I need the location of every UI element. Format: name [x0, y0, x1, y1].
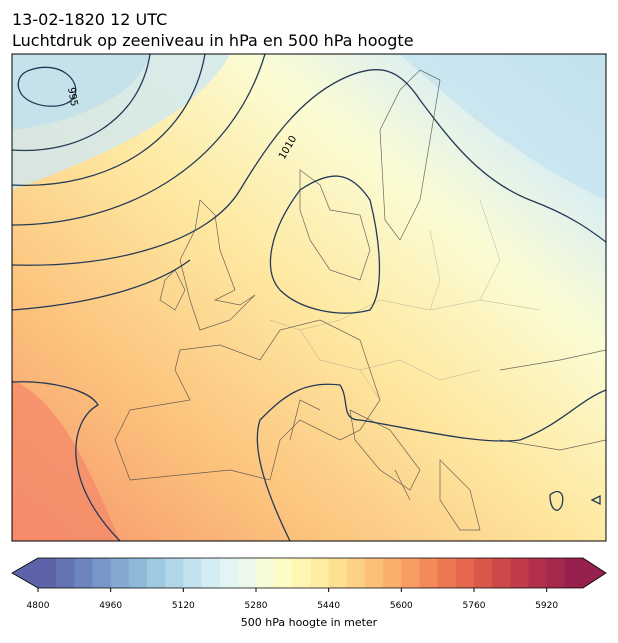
- colorbar-cell: [492, 558, 511, 588]
- borders: [269, 199, 541, 401]
- colorbar-cell: [365, 558, 384, 588]
- colorbar-cell: [128, 558, 148, 588]
- colorbar-cell: [183, 558, 202, 588]
- colorbar-cell: [474, 558, 493, 588]
- colorbar-cell: [455, 558, 475, 588]
- isobars: [12, 54, 606, 541]
- colorbar-tick-label: 5440: [317, 601, 340, 611]
- colorbar-tick-label: 4800: [27, 601, 50, 611]
- colorbar-tick-label: 5120: [172, 601, 195, 611]
- colorbar-cell: [401, 558, 420, 588]
- colorbar-cell: [165, 558, 184, 588]
- colorbar-cell: [147, 558, 166, 588]
- colorbar-cell: [564, 558, 584, 588]
- colorbar-tick-label: 5600: [390, 601, 413, 611]
- colorbar-cell: [219, 558, 239, 588]
- colorbar-cell: [383, 558, 402, 588]
- colorbar-cell: [328, 558, 348, 588]
- colorbar-tick-label: 5280: [245, 601, 268, 611]
- map-frame: [11, 53, 607, 542]
- colorbar-cell: [528, 558, 548, 588]
- warm-area: [12, 380, 120, 541]
- colorbar-cell: [74, 558, 93, 588]
- colorbar-extend-high: [583, 558, 606, 588]
- cold-area: [12, 54, 150, 130]
- colorbar-tick-label: 5920: [535, 601, 558, 611]
- colorbar-cell: [38, 558, 57, 588]
- colorbar-label: 500 hPa hoogte in meter: [241, 616, 378, 629]
- colorbar-cell: [110, 558, 130, 588]
- colorbar-cell: [274, 558, 293, 588]
- colorbar-cell: [310, 558, 330, 588]
- coastlines: [114, 69, 606, 531]
- colorbar-cell: [346, 558, 366, 588]
- colorbar-tick-label: 4960: [99, 601, 122, 611]
- colorbar-cell: [256, 558, 275, 588]
- colorbar-cell: [237, 558, 257, 588]
- colorbar-cell: [56, 558, 75, 588]
- title: 13-02-1820 12 UTC: [12, 10, 167, 29]
- contour-label: 995: [65, 87, 79, 108]
- cold-area: [400, 54, 606, 200]
- colorbar-tick-label: 5760: [463, 601, 486, 611]
- colorbar-cell: [510, 558, 529, 588]
- colorbar-cell: [92, 558, 112, 588]
- colorbar-cell: [201, 558, 221, 588]
- colorbar-outline: [11, 557, 607, 589]
- colorbar-cell: [292, 558, 311, 588]
- colorbar-cell: [419, 558, 439, 588]
- colorbar-cell: [546, 558, 566, 588]
- subtitle: Luchtdruk op zeeniveau in hPa en 500 hPa…: [12, 31, 414, 50]
- colorbar-cell: [437, 558, 457, 588]
- map: 995 1010: [12, 54, 606, 541]
- colorbar: 4800 4960 5120 5280 5440 5600 5760 5920: [11, 557, 607, 611]
- colorbar-extend-low: [12, 558, 38, 588]
